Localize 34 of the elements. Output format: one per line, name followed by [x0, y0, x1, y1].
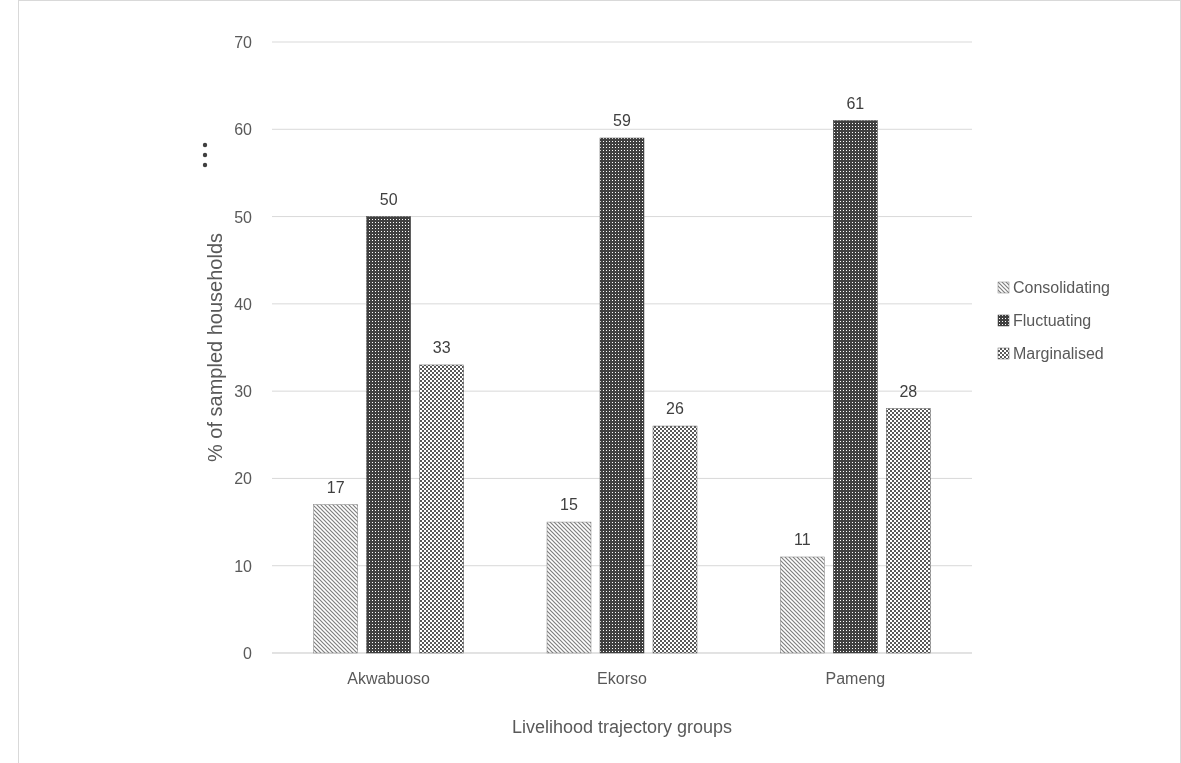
bar	[652, 425, 698, 654]
bar	[886, 408, 931, 654]
bar	[780, 556, 825, 654]
data-label: 50	[379, 190, 398, 208]
data-label: 15	[560, 496, 578, 514]
data-label: 61	[846, 94, 865, 112]
y-tick-label: 70	[234, 34, 253, 51]
x-tick-label: Ekorso	[597, 670, 647, 687]
x-tick-label: Akwabuoso	[347, 670, 431, 687]
data-label: 33	[432, 338, 451, 356]
x-tick-label: Pameng	[825, 670, 886, 687]
y-tick-label: 40	[234, 295, 253, 313]
data-label: 28	[899, 382, 918, 400]
bar	[366, 216, 411, 654]
data-label: 59	[613, 112, 631, 130]
data-label: 17	[326, 478, 345, 496]
legend-label: Consolidating	[1013, 279, 1110, 296]
bar	[833, 120, 878, 654]
bar	[313, 504, 358, 654]
legend-label: Fluctuating	[1013, 312, 1092, 329]
y-tick-label: 30	[234, 383, 253, 401]
data-label: 11	[794, 530, 811, 548]
bar	[546, 521, 592, 654]
y-tick-label: 20	[234, 470, 253, 488]
y-tick-label: 10	[234, 557, 253, 575]
y-tick-label: 0	[243, 645, 253, 662]
y-axis-title: % of sampled households	[204, 232, 226, 463]
x-axis-title: Livelihood trajectory groups	[511, 717, 733, 737]
y-tick-label: 50	[234, 208, 253, 226]
y-tick-label: 60	[234, 121, 253, 139]
bar	[599, 137, 645, 654]
legend-label: Marginalised	[1013, 345, 1104, 362]
bar	[419, 364, 464, 654]
data-label: 26	[666, 400, 684, 418]
